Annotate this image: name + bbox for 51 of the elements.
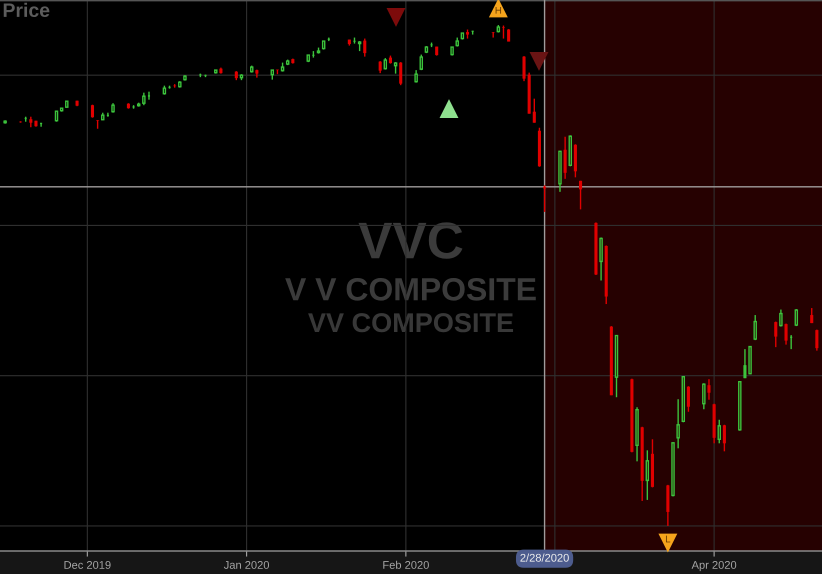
candlestick bbox=[502, 24, 506, 40]
annotation: H bbox=[496, 6, 502, 14]
candlestick bbox=[784, 322, 788, 346]
candlestick bbox=[753, 314, 757, 341]
y-axis-title: Price bbox=[4, 2, 50, 18]
candlestick bbox=[564, 136, 567, 180]
annotation: L bbox=[666, 536, 670, 542]
candlestick bbox=[276, 68, 279, 75]
candlestick bbox=[363, 38, 366, 58]
candlestick bbox=[702, 382, 706, 410]
candlestick bbox=[29, 116, 32, 128]
annotation: VV COMPOSITE bbox=[308, 313, 514, 332]
ref-line-label: 2/28/2020 bbox=[520, 554, 569, 562]
candlestick bbox=[810, 307, 814, 324]
candlestick bbox=[96, 120, 100, 130]
x-tick-label: Dec 2019 bbox=[64, 561, 111, 569]
candlestick bbox=[718, 419, 721, 444]
candlestick bbox=[466, 28, 470, 40]
candlestick bbox=[743, 348, 746, 379]
candlestick bbox=[722, 424, 726, 452]
candlestick bbox=[435, 46, 438, 56]
candlestick bbox=[414, 69, 418, 84]
candlestick bbox=[522, 55, 526, 82]
candlestick bbox=[173, 83, 176, 88]
text: V V COMPOSITE bbox=[285, 278, 536, 301]
text: VVC bbox=[358, 222, 462, 259]
candlestick bbox=[507, 28, 510, 42]
x-tick-label: Apr 2020 bbox=[692, 561, 736, 572]
candlestick bbox=[394, 61, 398, 74]
candlestick bbox=[646, 450, 650, 501]
candlestick bbox=[378, 60, 382, 74]
candlestick bbox=[815, 328, 818, 352]
candlestick bbox=[599, 236, 603, 282]
candlestick bbox=[676, 398, 680, 450]
candlestick bbox=[543, 184, 546, 213]
candlestick bbox=[686, 386, 690, 412]
candlestick bbox=[358, 40, 362, 52]
candlestick bbox=[399, 61, 402, 86]
candlestick bbox=[532, 98, 536, 124]
candlestick bbox=[90, 104, 94, 118]
candlestick bbox=[270, 68, 274, 80]
x-tick-label: Jan 2020 bbox=[224, 561, 270, 569]
candlestick bbox=[707, 378, 711, 400]
candlestick bbox=[794, 308, 798, 327]
candlestick bbox=[234, 70, 238, 81]
candlestick bbox=[779, 308, 783, 328]
x-tick-label: Feb 2020 bbox=[383, 560, 429, 569]
candlestick bbox=[578, 180, 582, 210]
candlestick bbox=[420, 54, 424, 71]
candlestick bbox=[774, 320, 778, 348]
candlestick bbox=[492, 31, 495, 38]
